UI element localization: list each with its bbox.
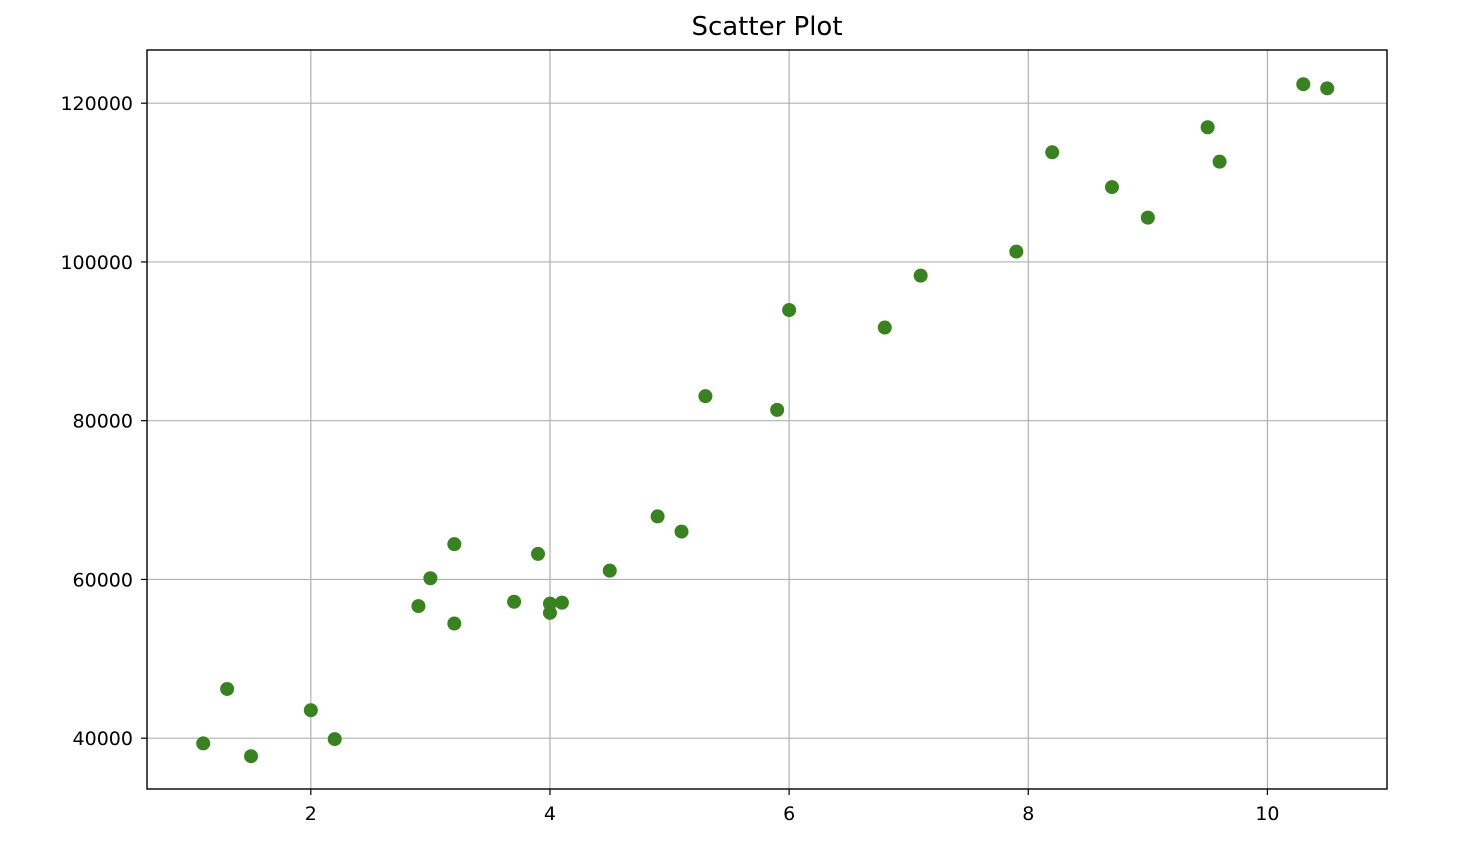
y-tick-label: 60000 (73, 569, 133, 591)
scatter-point (303, 703, 318, 718)
scatter-point (447, 616, 462, 631)
x-tick-label: 2 (305, 803, 317, 825)
scatter-point (244, 749, 259, 764)
axis-ticks: 2 4 6 8 10 40000 60000 80000 100000 120000 (60, 93, 1279, 825)
scatter-point (1140, 210, 1155, 225)
y-tick-label: 40000 (73, 728, 133, 750)
x-tick-label: 10 (1255, 803, 1279, 825)
y-tick-label: 120000 (60, 93, 133, 115)
scatter-point (507, 594, 522, 609)
scatter-point (674, 524, 689, 539)
scatter-point (1200, 120, 1215, 135)
x-tick-label: 8 (1022, 803, 1034, 825)
scatter-point (877, 320, 892, 335)
data-points (196, 77, 1335, 764)
scatter-point (782, 303, 797, 318)
scatter-point (411, 599, 426, 614)
scatter-point (913, 268, 928, 283)
x-tick-label: 4 (544, 803, 556, 825)
plot-area-frame (146, 49, 1388, 790)
scatter-point (1320, 81, 1335, 96)
scatter-point (196, 736, 211, 751)
scatter-point (1104, 180, 1119, 195)
scatter-point (447, 537, 462, 552)
scatter-point (770, 402, 785, 417)
scatter-point (1212, 154, 1227, 169)
grid-lines (147, 50, 1387, 789)
chart-title: Scatter Plot (691, 12, 842, 42)
scatter-point (602, 563, 617, 578)
scatter-point (531, 546, 546, 561)
scatter-point (327, 732, 342, 747)
scatter-point (698, 389, 713, 404)
scatter-point (542, 596, 557, 611)
scatter-point (220, 681, 235, 696)
scatter-point (1045, 145, 1060, 160)
scatter-point (1009, 244, 1024, 259)
y-tick-label: 100000 (60, 252, 133, 274)
scatter-point (554, 595, 569, 610)
y-tick-label: 80000 (73, 411, 133, 433)
x-tick-label: 6 (783, 803, 795, 825)
scatter-point (1296, 77, 1311, 92)
scatter-point (423, 571, 438, 586)
scatter-point (650, 509, 665, 524)
